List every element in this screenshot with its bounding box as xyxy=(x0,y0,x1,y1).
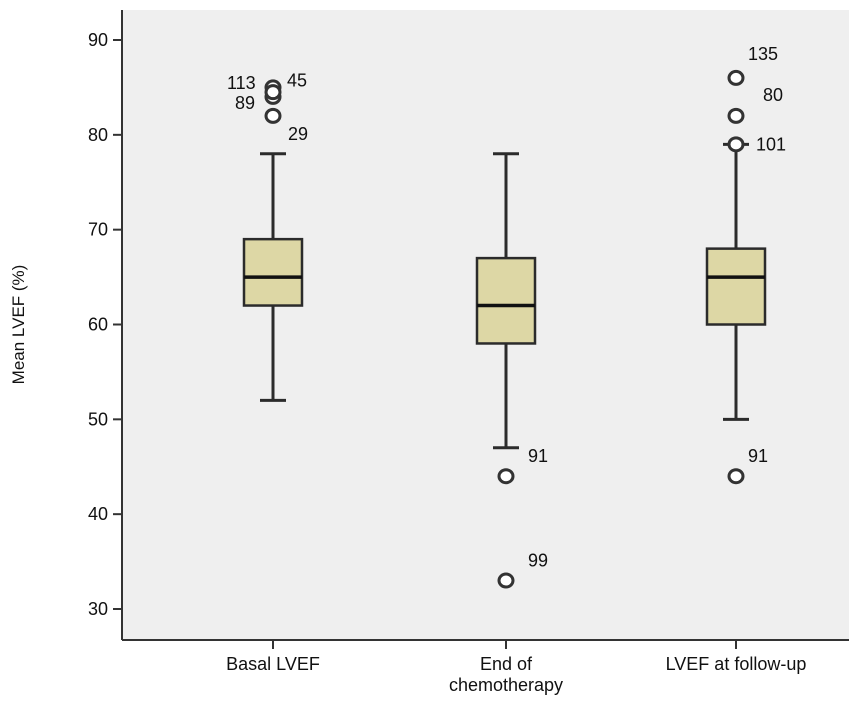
y-tick-label: 70 xyxy=(88,220,108,240)
outlier-point xyxy=(727,69,745,86)
x-tick-label: Basal LVEF xyxy=(226,654,320,674)
outlier-point xyxy=(727,136,745,153)
box-iqr xyxy=(475,256,537,345)
outlier-label: 89 xyxy=(235,93,255,113)
x-tick-label: chemotherapy xyxy=(449,675,563,695)
x-tick-label: LVEF at follow-up xyxy=(666,654,807,674)
y-tick-label: 80 xyxy=(88,125,108,145)
outlier-point xyxy=(727,107,745,124)
outlier-label: 101 xyxy=(756,134,786,154)
y-tick-label: 90 xyxy=(88,30,108,50)
outlier-label: 135 xyxy=(748,44,778,64)
box-iqr xyxy=(705,247,767,326)
outlier-point xyxy=(497,468,515,485)
y-axis-label: Mean LVEF (%) xyxy=(9,265,28,385)
y-tick-label: 50 xyxy=(88,409,108,429)
outlier-point xyxy=(264,84,282,101)
y-tick-label: 30 xyxy=(88,599,108,619)
outlier-label: 99 xyxy=(528,551,548,571)
outlier-label: 45 xyxy=(287,70,307,90)
y-tick-label: 40 xyxy=(88,504,108,524)
outlier-label: 80 xyxy=(763,85,783,105)
outlier-point xyxy=(727,468,745,485)
outlier-point xyxy=(497,572,515,589)
outlier-label: 29 xyxy=(288,124,308,144)
y-tick-label: 60 xyxy=(88,315,108,335)
outlier-point xyxy=(264,107,282,124)
outlier-label: 91 xyxy=(528,446,548,466)
outlier-label: 113 xyxy=(227,73,256,93)
x-tick-label: End of xyxy=(480,654,533,674)
box-iqr xyxy=(242,237,304,307)
outlier-label: 91 xyxy=(748,446,768,466)
